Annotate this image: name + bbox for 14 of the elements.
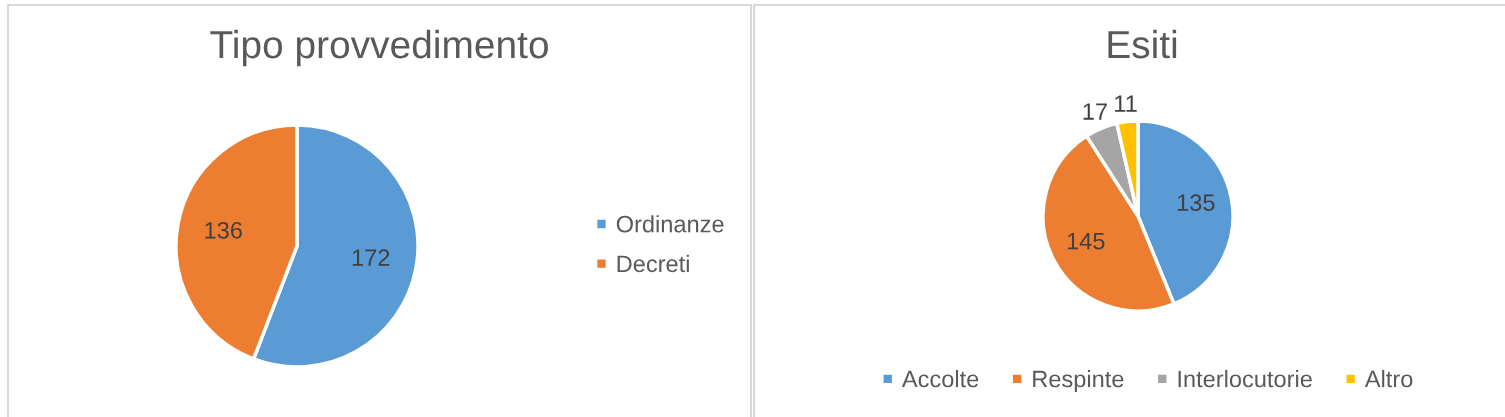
legend-label: Respinte [1033, 369, 1124, 393]
data-label: 11 [1115, 95, 1137, 112]
legend-label: Accolte [901, 369, 979, 388]
chart-title: Tipo provvedimento [210, 29, 548, 67]
data-label: 135 [1177, 194, 1215, 211]
data-label: 145 [1067, 233, 1105, 250]
data-label: 17 [1083, 103, 1107, 120]
data-label: 136 [205, 221, 242, 239]
legend-label: Interlocutorie [1178, 369, 1312, 388]
chart-title: Esiti [1108, 29, 1177, 59]
data-label: 172 [352, 249, 390, 266]
legend-label: Decreti [617, 254, 689, 273]
legend-label: Ordinanze [616, 215, 724, 233]
legend-label: Altro [1364, 369, 1413, 388]
